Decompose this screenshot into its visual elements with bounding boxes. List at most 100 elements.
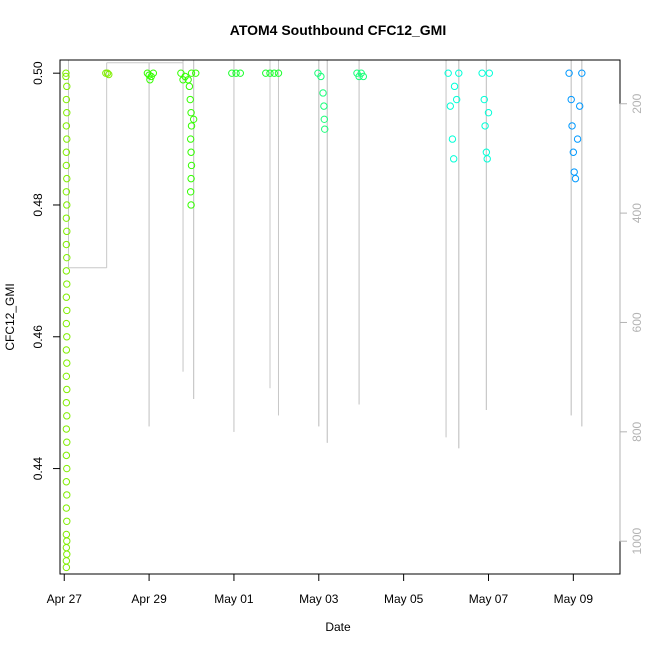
data-point [186, 188, 195, 196]
x-tick-label: Apr 29 [131, 592, 167, 606]
x-tick-label: May 07 [469, 592, 509, 606]
data-point [63, 82, 71, 91]
data-point [185, 82, 194, 91]
data-point [450, 82, 459, 91]
x-tick-label: May 05 [384, 592, 424, 606]
data-point [575, 102, 584, 110]
data-point [359, 72, 368, 81]
x-tick-label: May 01 [214, 592, 254, 606]
data-point [455, 69, 463, 77]
data-point [63, 227, 71, 236]
data-point [63, 359, 71, 367]
data-point [578, 69, 586, 77]
data-point [484, 109, 493, 117]
data-point [63, 333, 71, 341]
data-point [62, 530, 71, 539]
data-point [189, 115, 198, 124]
data-point [63, 385, 71, 394]
data-point [62, 240, 71, 249]
data-point [478, 69, 486, 77]
data-point [62, 161, 71, 170]
x-axis-label: Date [325, 620, 351, 634]
data-point [62, 293, 71, 301]
data-point [62, 72, 70, 81]
data-point [565, 69, 573, 77]
data-point [63, 201, 71, 209]
data-point [62, 563, 71, 572]
data-point [62, 122, 71, 130]
data-point [63, 280, 71, 288]
data-point [187, 109, 195, 117]
data-points [62, 69, 586, 572]
chart-title: ATOM4 Southbound CFC12_GMI [230, 22, 446, 38]
data-point [568, 122, 576, 130]
data-point [187, 122, 196, 130]
data-point [146, 76, 154, 84]
pressure-traces [67, 59, 583, 449]
data-point [145, 71, 153, 79]
data-point [187, 148, 195, 156]
data-point [485, 69, 494, 77]
y-tick-label: 0.44 [31, 457, 45, 481]
data-point [321, 125, 329, 133]
data-point [232, 69, 240, 77]
data-point [448, 135, 457, 143]
data-point [481, 122, 489, 130]
data-point [63, 491, 71, 499]
data-point [62, 188, 71, 196]
x-tick-label: May 09 [554, 592, 594, 606]
right-tick-label: 1000 [630, 528, 644, 555]
y-tick-label: 0.50 [31, 61, 45, 85]
data-point [567, 95, 575, 104]
y-tick-label: 0.46 [31, 325, 45, 349]
data-point [274, 69, 283, 77]
data-point [573, 135, 582, 143]
data-point [449, 155, 458, 163]
data-point [62, 95, 71, 104]
y-tick-label: 0.48 [31, 193, 45, 217]
data-point [452, 95, 461, 104]
x-tick-label: May 03 [299, 592, 339, 606]
data-point [63, 306, 71, 315]
data-point [569, 148, 578, 156]
data-point [62, 346, 71, 354]
right-tick-label: 200 [630, 93, 644, 113]
data-point [319, 89, 327, 97]
data-point [187, 174, 195, 183]
data-point [192, 69, 200, 77]
data-point [187, 69, 196, 77]
data-point [62, 319, 71, 328]
data-point [187, 161, 196, 170]
right-tick-label: 400 [630, 203, 644, 223]
right-axis: 200 400 600 800 1000 [619, 93, 644, 555]
data-point [63, 438, 71, 446]
data-point [62, 504, 71, 512]
data-point [62, 267, 71, 275]
data-point [63, 464, 71, 473]
data-point [270, 69, 278, 77]
data-point [266, 69, 274, 77]
data-point [63, 537, 71, 545]
data-point [63, 517, 71, 525]
data-point [62, 69, 70, 77]
plot-frame [59, 59, 621, 575]
data-point [103, 69, 112, 77]
data-point [62, 543, 71, 552]
right-tick-label: 600 [630, 312, 644, 332]
data-point [317, 72, 325, 81]
data-point [63, 109, 71, 117]
data-point [105, 70, 113, 79]
data-point [262, 69, 270, 77]
data-point [228, 69, 236, 77]
x-tick-label: Apr 27 [47, 592, 83, 606]
data-point [149, 69, 158, 77]
data-point [62, 478, 71, 486]
data-point [62, 148, 71, 156]
data-point [483, 155, 491, 163]
data-point [62, 372, 71, 381]
y-axis: 0.44 0.46 0.48 0.50 [31, 61, 61, 481]
data-point [62, 398, 71, 407]
data-point [480, 95, 488, 104]
data-point [320, 115, 329, 124]
data-point [571, 174, 580, 183]
